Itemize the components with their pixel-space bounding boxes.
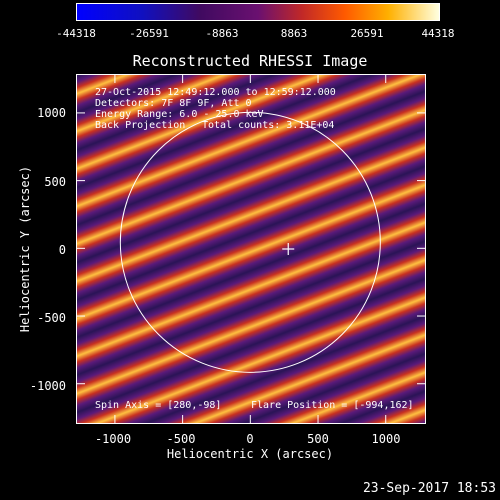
info-time-range: 27-Oct-2015 12:49:12.000 to 12:59:12.000 xyxy=(95,87,336,98)
y-tick-label-1000: 1000 xyxy=(37,106,66,120)
spin-axis-crosshair xyxy=(282,243,295,255)
x-tick-label-500: 500 xyxy=(307,432,329,446)
x-tick-label-minus500: -500 xyxy=(166,432,196,446)
colorbar-label-5: 26591 xyxy=(350,27,384,40)
backprojection-fringes xyxy=(77,75,425,423)
info-spin-axis: Spin Axis = [280,-98] xyxy=(95,400,222,411)
solar-limb-circle xyxy=(119,111,381,373)
info-method: Back Projection xyxy=(95,120,186,131)
x-tick-label-0: 0 xyxy=(246,432,254,446)
colorbar-label-6: 44318 xyxy=(421,27,455,40)
y-tick-label-minus500: -500 xyxy=(37,311,66,325)
y-axis-title: Heliocentric Y (arcsec) xyxy=(18,165,32,333)
info-detectors: Detectors: 7F 8F 9F, Att 0 xyxy=(95,98,252,109)
x-tick-label-minus1000: -1000 xyxy=(94,432,132,446)
image-title: Reconstructed RHESSI Image xyxy=(132,52,368,70)
colorbar xyxy=(76,3,440,21)
info-flare-position: Flare Position = [-994,162] xyxy=(251,400,414,411)
colorbar-label-3: -8863 xyxy=(205,27,239,40)
colorbar-label-1: -44318 xyxy=(56,27,96,40)
x-axis-title: Heliocentric X (arcsec) xyxy=(166,447,334,461)
plot-timestamp: 23-Sep-2017 18:53 xyxy=(362,481,496,496)
y-tick-label-500: 500 xyxy=(44,175,66,189)
y-tick-label-0: 0 xyxy=(58,243,66,257)
colorbar-label-2: -26591 xyxy=(129,27,169,40)
image-plot: 27-Oct-2015 12:49:12.000 to 12:59:12.000… xyxy=(76,74,426,424)
x-tick-label-1000: 1000 xyxy=(371,432,401,446)
colorbar-label-4: 8863 xyxy=(280,27,308,40)
info-total-counts: Total counts: 3.11E+04 xyxy=(202,120,335,131)
y-tick-label-minus1000: -1000 xyxy=(29,379,66,393)
plot-canvas xyxy=(77,75,425,423)
colorbar-gradient xyxy=(77,4,439,20)
info-energy-range: Energy Range: 6.0 - 25.0 keV xyxy=(95,109,264,120)
